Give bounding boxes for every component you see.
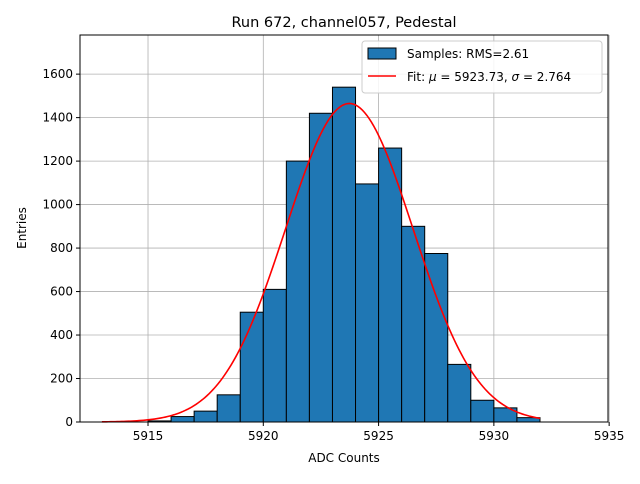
- y-tick-label: 1400: [42, 111, 73, 125]
- histogram-bar: [262, 288, 287, 423]
- y-tick-label: 1600: [42, 67, 73, 81]
- y-axis-label: Entries: [15, 207, 29, 249]
- legend-fit-label: Fit: μ = 5923.73, σ = 2.764: [407, 70, 571, 84]
- histogram-bar: [424, 253, 449, 423]
- histogram-bar: [239, 311, 264, 423]
- legend-samples-label: Samples: RMS=2.61: [407, 47, 529, 61]
- histogram-bars: [147, 86, 541, 423]
- plot-frame: [79, 34, 609, 423]
- y-tick-label: 1000: [42, 198, 73, 212]
- histogram-bar: [331, 86, 357, 423]
- histogram-bar: [378, 147, 403, 423]
- chart-title: Run 672, channel057, Pedestal: [231, 15, 456, 31]
- x-tick-label: 5925: [363, 429, 394, 443]
- legend-samples-swatch: [367, 47, 397, 60]
- histogram-bar: [470, 399, 495, 423]
- y-axis-ticks: 0 200 400 600 800 1000 1200 1400 1600: [42, 67, 80, 429]
- histogram-bar: [216, 394, 241, 423]
- histogram-bar: [285, 160, 310, 423]
- x-tick-label: 5935: [594, 429, 625, 443]
- fit-curve: [101, 102, 541, 423]
- y-tick-label: 1200: [42, 154, 73, 168]
- histogram-bar: [355, 183, 380, 423]
- y-tick-label: 600: [50, 285, 73, 299]
- x-tick-label: 5920: [248, 429, 279, 443]
- histogram-bar: [308, 112, 333, 423]
- histogram-bar: [447, 363, 472, 423]
- y-tick-label: 800: [50, 241, 73, 255]
- y-tick-label: 400: [50, 328, 73, 342]
- y-tick-label: 0: [65, 415, 73, 429]
- x-tick-label: 5915: [133, 429, 164, 443]
- x-axis-ticks: 5915 5920 5925 5930 5935: [133, 422, 625, 443]
- legend-box: [361, 40, 603, 94]
- legend: Samples: RMS=2.61 Fit: μ = 5923.73, σ = …: [361, 40, 603, 94]
- x-tick-label: 5930: [479, 429, 510, 443]
- histogram-bar: [170, 416, 195, 423]
- x-axis-label: ADC Counts: [308, 451, 380, 465]
- y-tick-label: 200: [50, 372, 73, 386]
- histogram-bar: [193, 410, 218, 423]
